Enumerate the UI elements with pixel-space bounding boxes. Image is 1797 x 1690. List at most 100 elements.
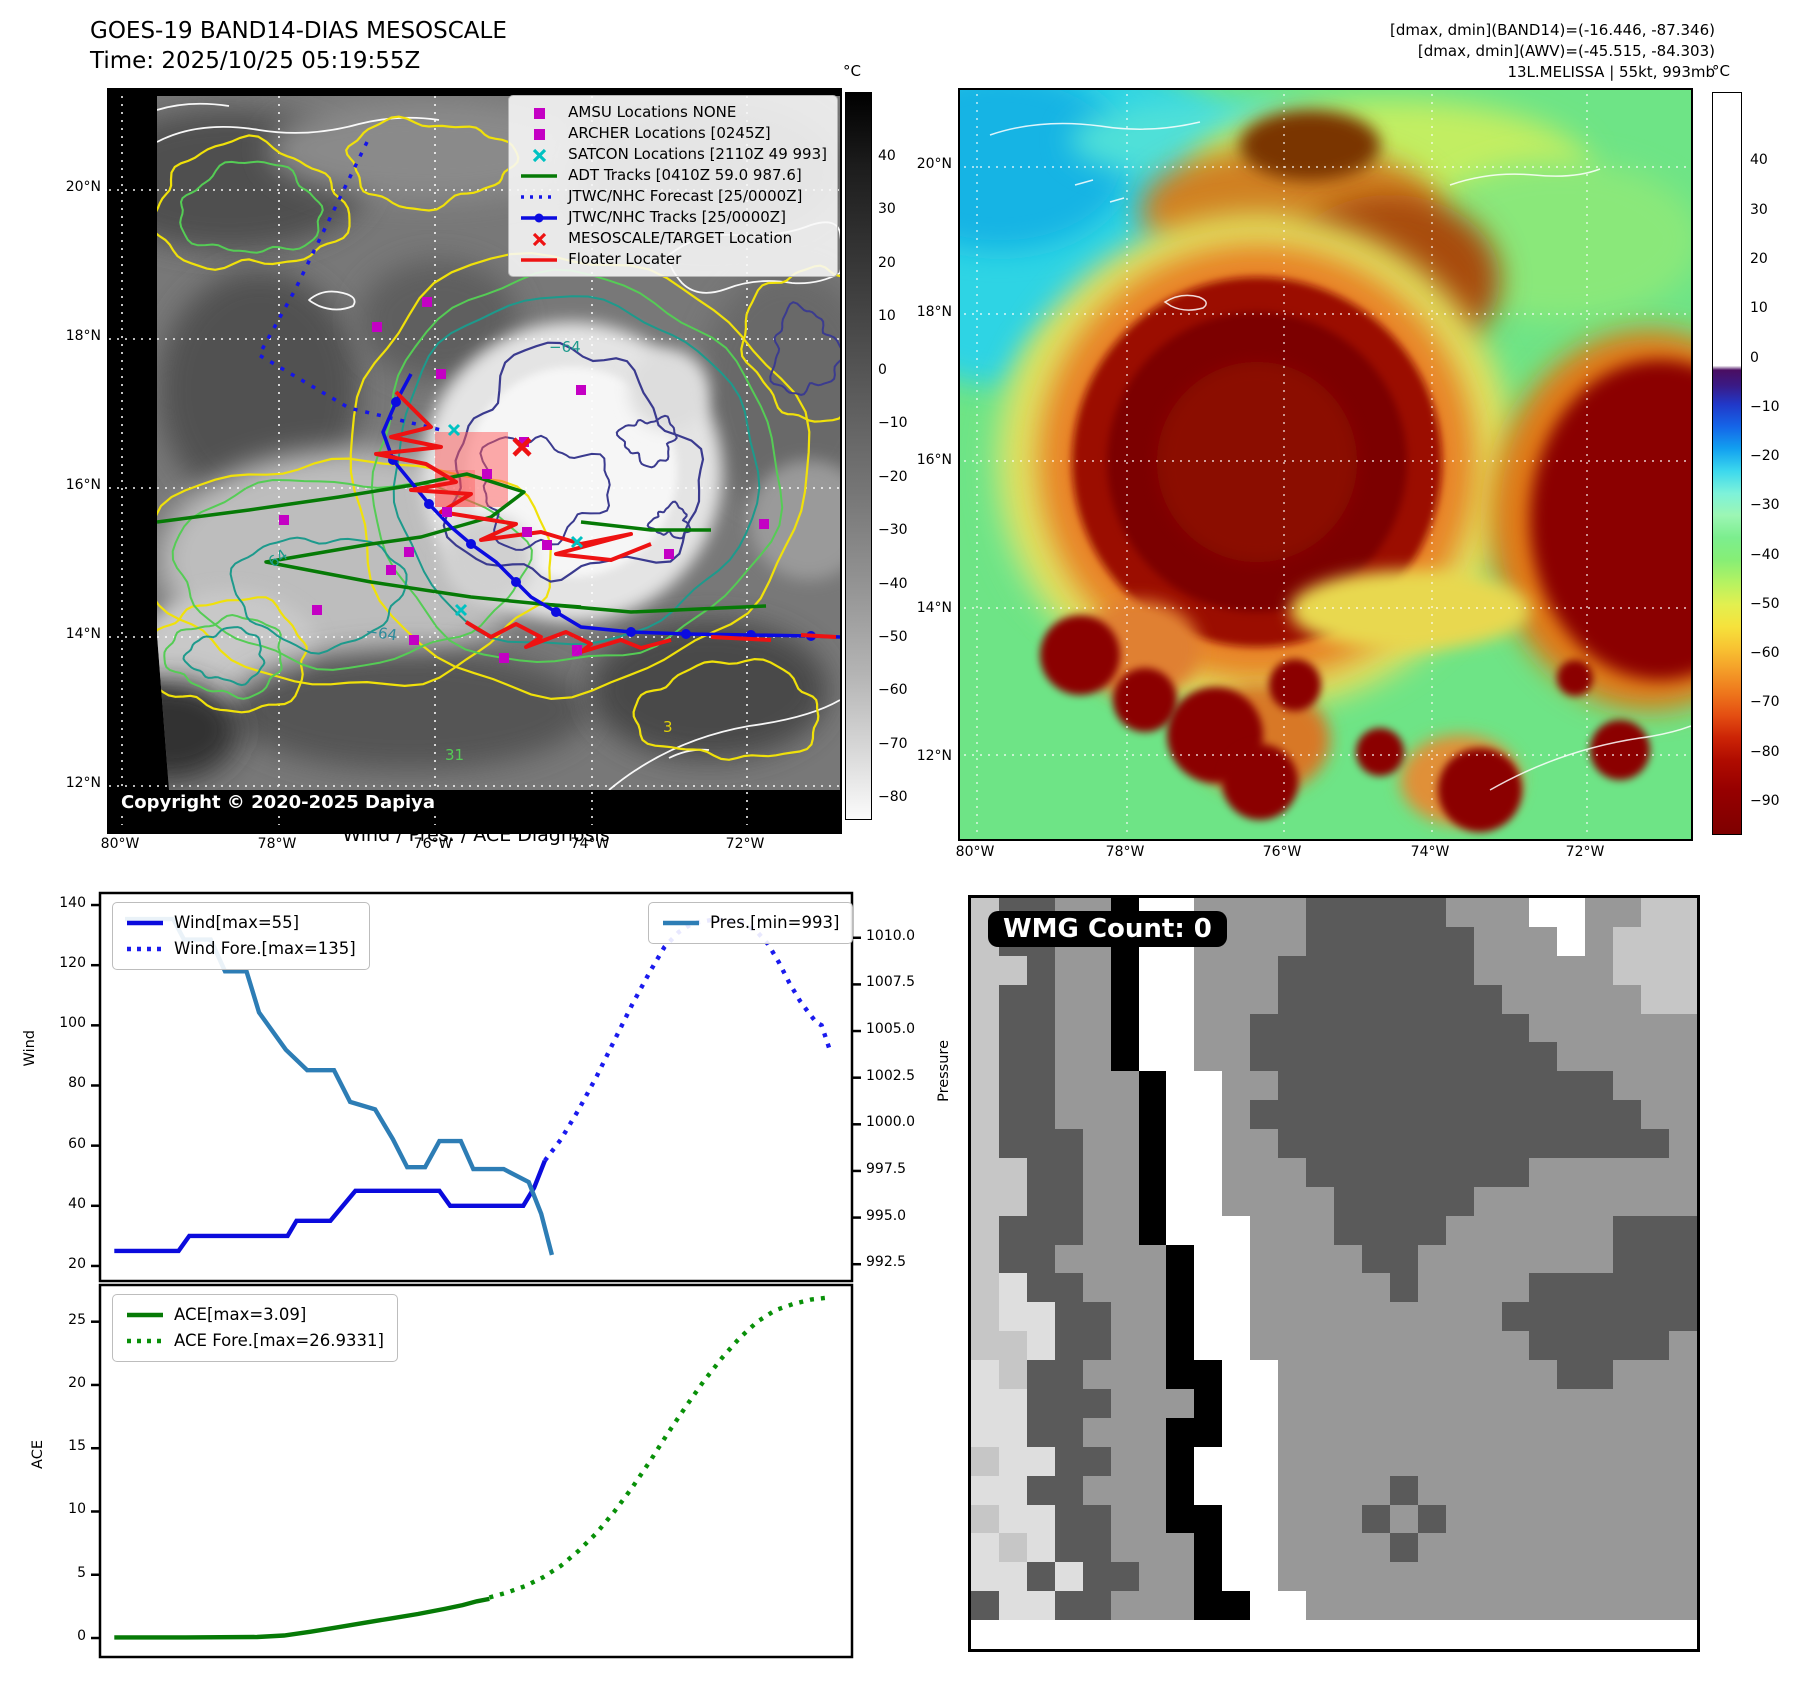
wmg-cell: [1138, 1446, 1167, 1476]
wind-chart-legend: Wind[max=55] Wind Fore.[max=135]: [112, 902, 370, 970]
wmg-cell: [1278, 1273, 1307, 1303]
wmg-cell: [1669, 955, 1697, 985]
wmg-cell: [1026, 984, 1055, 1014]
wmg-cell: [1026, 1446, 1055, 1476]
wmg-cell: [1026, 1417, 1055, 1447]
wmg-cell: [1222, 1533, 1251, 1563]
wmg-cell: [1026, 1591, 1055, 1621]
wmg-cell: [1054, 955, 1083, 985]
wmg-cell: [1194, 1157, 1223, 1187]
wmg-cell: [1473, 1071, 1502, 1101]
wmg-cell: [1138, 1389, 1167, 1418]
x-legend-icon: [519, 148, 559, 162]
wmg-cell: [1166, 955, 1195, 985]
wmg-cell: [1110, 1389, 1139, 1418]
wmg-cell: [1082, 1013, 1111, 1043]
wmg-cell: [1333, 1244, 1362, 1274]
page-title: GOES-19 BAND14-DIAS MESOSCALE: [90, 18, 507, 44]
wmg-cell: [1054, 1042, 1083, 1072]
wmg-cell: [1166, 1475, 1195, 1505]
wmg-cell: [1669, 1244, 1697, 1274]
wmg-cell: [1669, 1533, 1697, 1563]
wmg-cell: [1669, 1071, 1697, 1101]
wmg-cell: [1557, 1215, 1586, 1245]
awv-colorbar-tick: 40: [1750, 152, 1768, 169]
chart-frame: [98, 891, 854, 1283]
wmg-cell: [1194, 984, 1223, 1014]
wmg-cell: [1278, 1562, 1307, 1592]
wmg-cell: [1082, 1244, 1111, 1274]
wmg-cell: [998, 1504, 1027, 1534]
wind-axis-label: Wind: [22, 1030, 38, 1067]
wmg-cell: [1361, 1620, 1390, 1649]
map-legend-label: ADT Tracks [0410Z 59.0 987.6]: [568, 166, 802, 184]
map-legend-item: AMSU Locations NONE: [519, 102, 827, 123]
wmg-cell: [1585, 1533, 1614, 1563]
wmg-cell: [1333, 1013, 1362, 1043]
band14-y-tick: 14°N: [65, 626, 101, 642]
wmg-cell: [1445, 1389, 1474, 1418]
wmg-cell: [1473, 1302, 1502, 1332]
contour-ring: [345, 115, 520, 212]
wmg-cell: [1250, 1331, 1279, 1361]
contour-label: 2: [571, 642, 581, 660]
chart-legend-item: ACE[max=3.09]: [126, 1302, 384, 1328]
wmg-cell: [1361, 1071, 1390, 1101]
ace-tick-label: 0: [77, 1628, 86, 1645]
wmg-cell: [1669, 1302, 1697, 1332]
wmg-cell: [1389, 1591, 1418, 1621]
ace-tick-label: 5: [77, 1564, 86, 1581]
wmg-cell: [1054, 1071, 1083, 1101]
wmg-cell: [1278, 1215, 1307, 1245]
wmg-cell: [1082, 1186, 1111, 1216]
chart-legend-label: Pres.[min=993]: [710, 913, 840, 932]
wmg-cell: [1054, 1215, 1083, 1245]
wmg-cell: [1333, 1620, 1362, 1649]
chart-legend-item: Pres.[min=993]: [662, 910, 839, 936]
wmg-cell: [1529, 1331, 1558, 1361]
wmg-cell: [1250, 955, 1279, 985]
contour-ring: [163, 613, 283, 700]
wmg-cell: [1585, 1186, 1614, 1216]
map-legend-label: JTWC/NHC Forecast [25/0000Z]: [568, 187, 803, 205]
wmg-cell: [1082, 1100, 1111, 1130]
wmg-cell: [1306, 955, 1334, 985]
band14-y-tick: 20°N: [65, 179, 101, 195]
wmg-cell: [1361, 1417, 1390, 1447]
wmg-cell: [1222, 1504, 1251, 1534]
wmg-cell: [1501, 1504, 1530, 1534]
contour-label: 3: [663, 718, 673, 736]
wmg-cell: [1501, 898, 1530, 927]
wmg-cell: [1641, 1013, 1670, 1043]
wmg-cell: [1389, 926, 1418, 956]
series-solid: [114, 1159, 547, 1254]
wmg-cell: [1166, 1331, 1195, 1361]
awv-x-tick: 76°W: [1262, 844, 1302, 860]
wmg-cell: [1389, 1331, 1418, 1361]
floater-locater-lines: [374, 390, 837, 654]
wmg-cell: [1250, 1042, 1279, 1072]
awv-y-tick: 20°N: [916, 156, 952, 172]
wmg-cell: [1445, 1129, 1474, 1158]
wmg-cell: [1110, 1244, 1139, 1274]
wmg-cell: [1361, 926, 1390, 956]
wmg-cell: [1222, 1157, 1251, 1187]
wmg-cell: [998, 1042, 1027, 1072]
wmg-cell: [1361, 1533, 1390, 1563]
wmg-cell: [1641, 1186, 1670, 1216]
satcon-location-markers: [447, 423, 584, 617]
wmg-cell: [1333, 1446, 1362, 1476]
band14-colorbar-tick: 40: [878, 148, 896, 165]
wmg-cell: [1026, 1186, 1055, 1216]
band14-y-tick: 16°N: [65, 477, 101, 493]
wmg-cell: [1529, 1100, 1558, 1130]
wmg-cell: [1194, 1360, 1223, 1390]
wmg-cell: [1250, 1360, 1279, 1390]
contour-ring: [370, 268, 784, 664]
wmg-cell: [971, 1186, 999, 1216]
wmg-cell: [1222, 1244, 1251, 1274]
wmg-cell: [1166, 1157, 1195, 1187]
wmg-cell: [1417, 1360, 1446, 1390]
wmg-cell: [1026, 1244, 1055, 1274]
band14-satellite-map: −64 64 −64 31 2 3 Copyright © 2020-2025 Dapiy…: [107, 88, 842, 834]
